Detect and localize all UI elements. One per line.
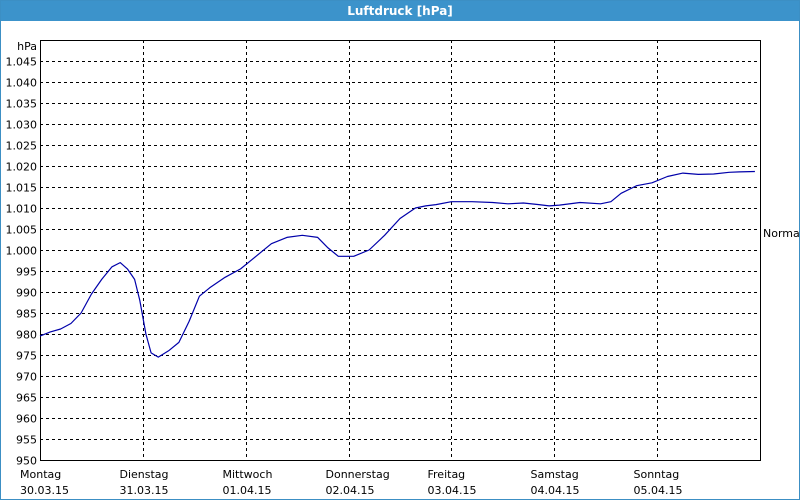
plot-frame [40, 40, 761, 461]
x-tick-date-label: 03.04.15 [428, 484, 477, 497]
x-tick-date-label: 31.03.15 [120, 484, 169, 497]
y-tick-label: 980 [16, 329, 37, 342]
y-tick-label: 975 [16, 350, 37, 363]
window-title: Luftdruck [hPa] [1, 1, 799, 21]
y-tick-label: 1.030 [6, 119, 38, 132]
y-tick-label: 990 [16, 287, 37, 300]
y-tick-label: 955 [16, 434, 37, 447]
y-tick-label: 1.040 [6, 77, 38, 90]
y-tick-label: 1.015 [6, 182, 38, 195]
x-tick-day-label: Sonntag [634, 468, 680, 481]
x-tick-day-label: Montag [20, 468, 61, 481]
x-tick-date-label: 01.04.15 [223, 484, 272, 497]
x-tick-date-label: 02.04.15 [326, 484, 375, 497]
x-tick-date-label: 05.04.15 [634, 484, 683, 497]
x-tick-day-label: Freitag [428, 468, 466, 481]
y-tick-label: 1.035 [6, 98, 38, 111]
y-tick-label: 1.025 [6, 140, 38, 153]
x-tick-date-label: 30.03.15 [20, 484, 69, 497]
x-tick-day-label: Dienstag [120, 468, 169, 481]
y-tick-label: 960 [16, 413, 37, 426]
y-tick-label: 1.045 [6, 56, 38, 69]
y-tick-label: 1.010 [6, 203, 38, 216]
y-tick-label: 1.005 [6, 224, 38, 237]
y-tick-label: 1.020 [6, 161, 38, 174]
reference-label-normal: Normal [763, 227, 800, 240]
y-tick-label: 970 [16, 371, 37, 384]
y-tick-label: 995 [16, 266, 37, 279]
y-tick-label: 950 [16, 455, 37, 468]
x-tick-day-label: Donnerstag [326, 468, 390, 481]
y-tick-label: 965 [16, 392, 37, 405]
x-tick-day-label: Mittwoch [223, 468, 273, 481]
x-tick-day-label: Samstag [531, 468, 579, 481]
y-tick-label: 1.000 [6, 245, 38, 258]
y-tick-label: 985 [16, 308, 37, 321]
x-tick-date-label: 04.04.15 [531, 484, 580, 497]
pressure-series-line [39, 170, 755, 358]
y-axis-label: hPa [17, 40, 37, 53]
